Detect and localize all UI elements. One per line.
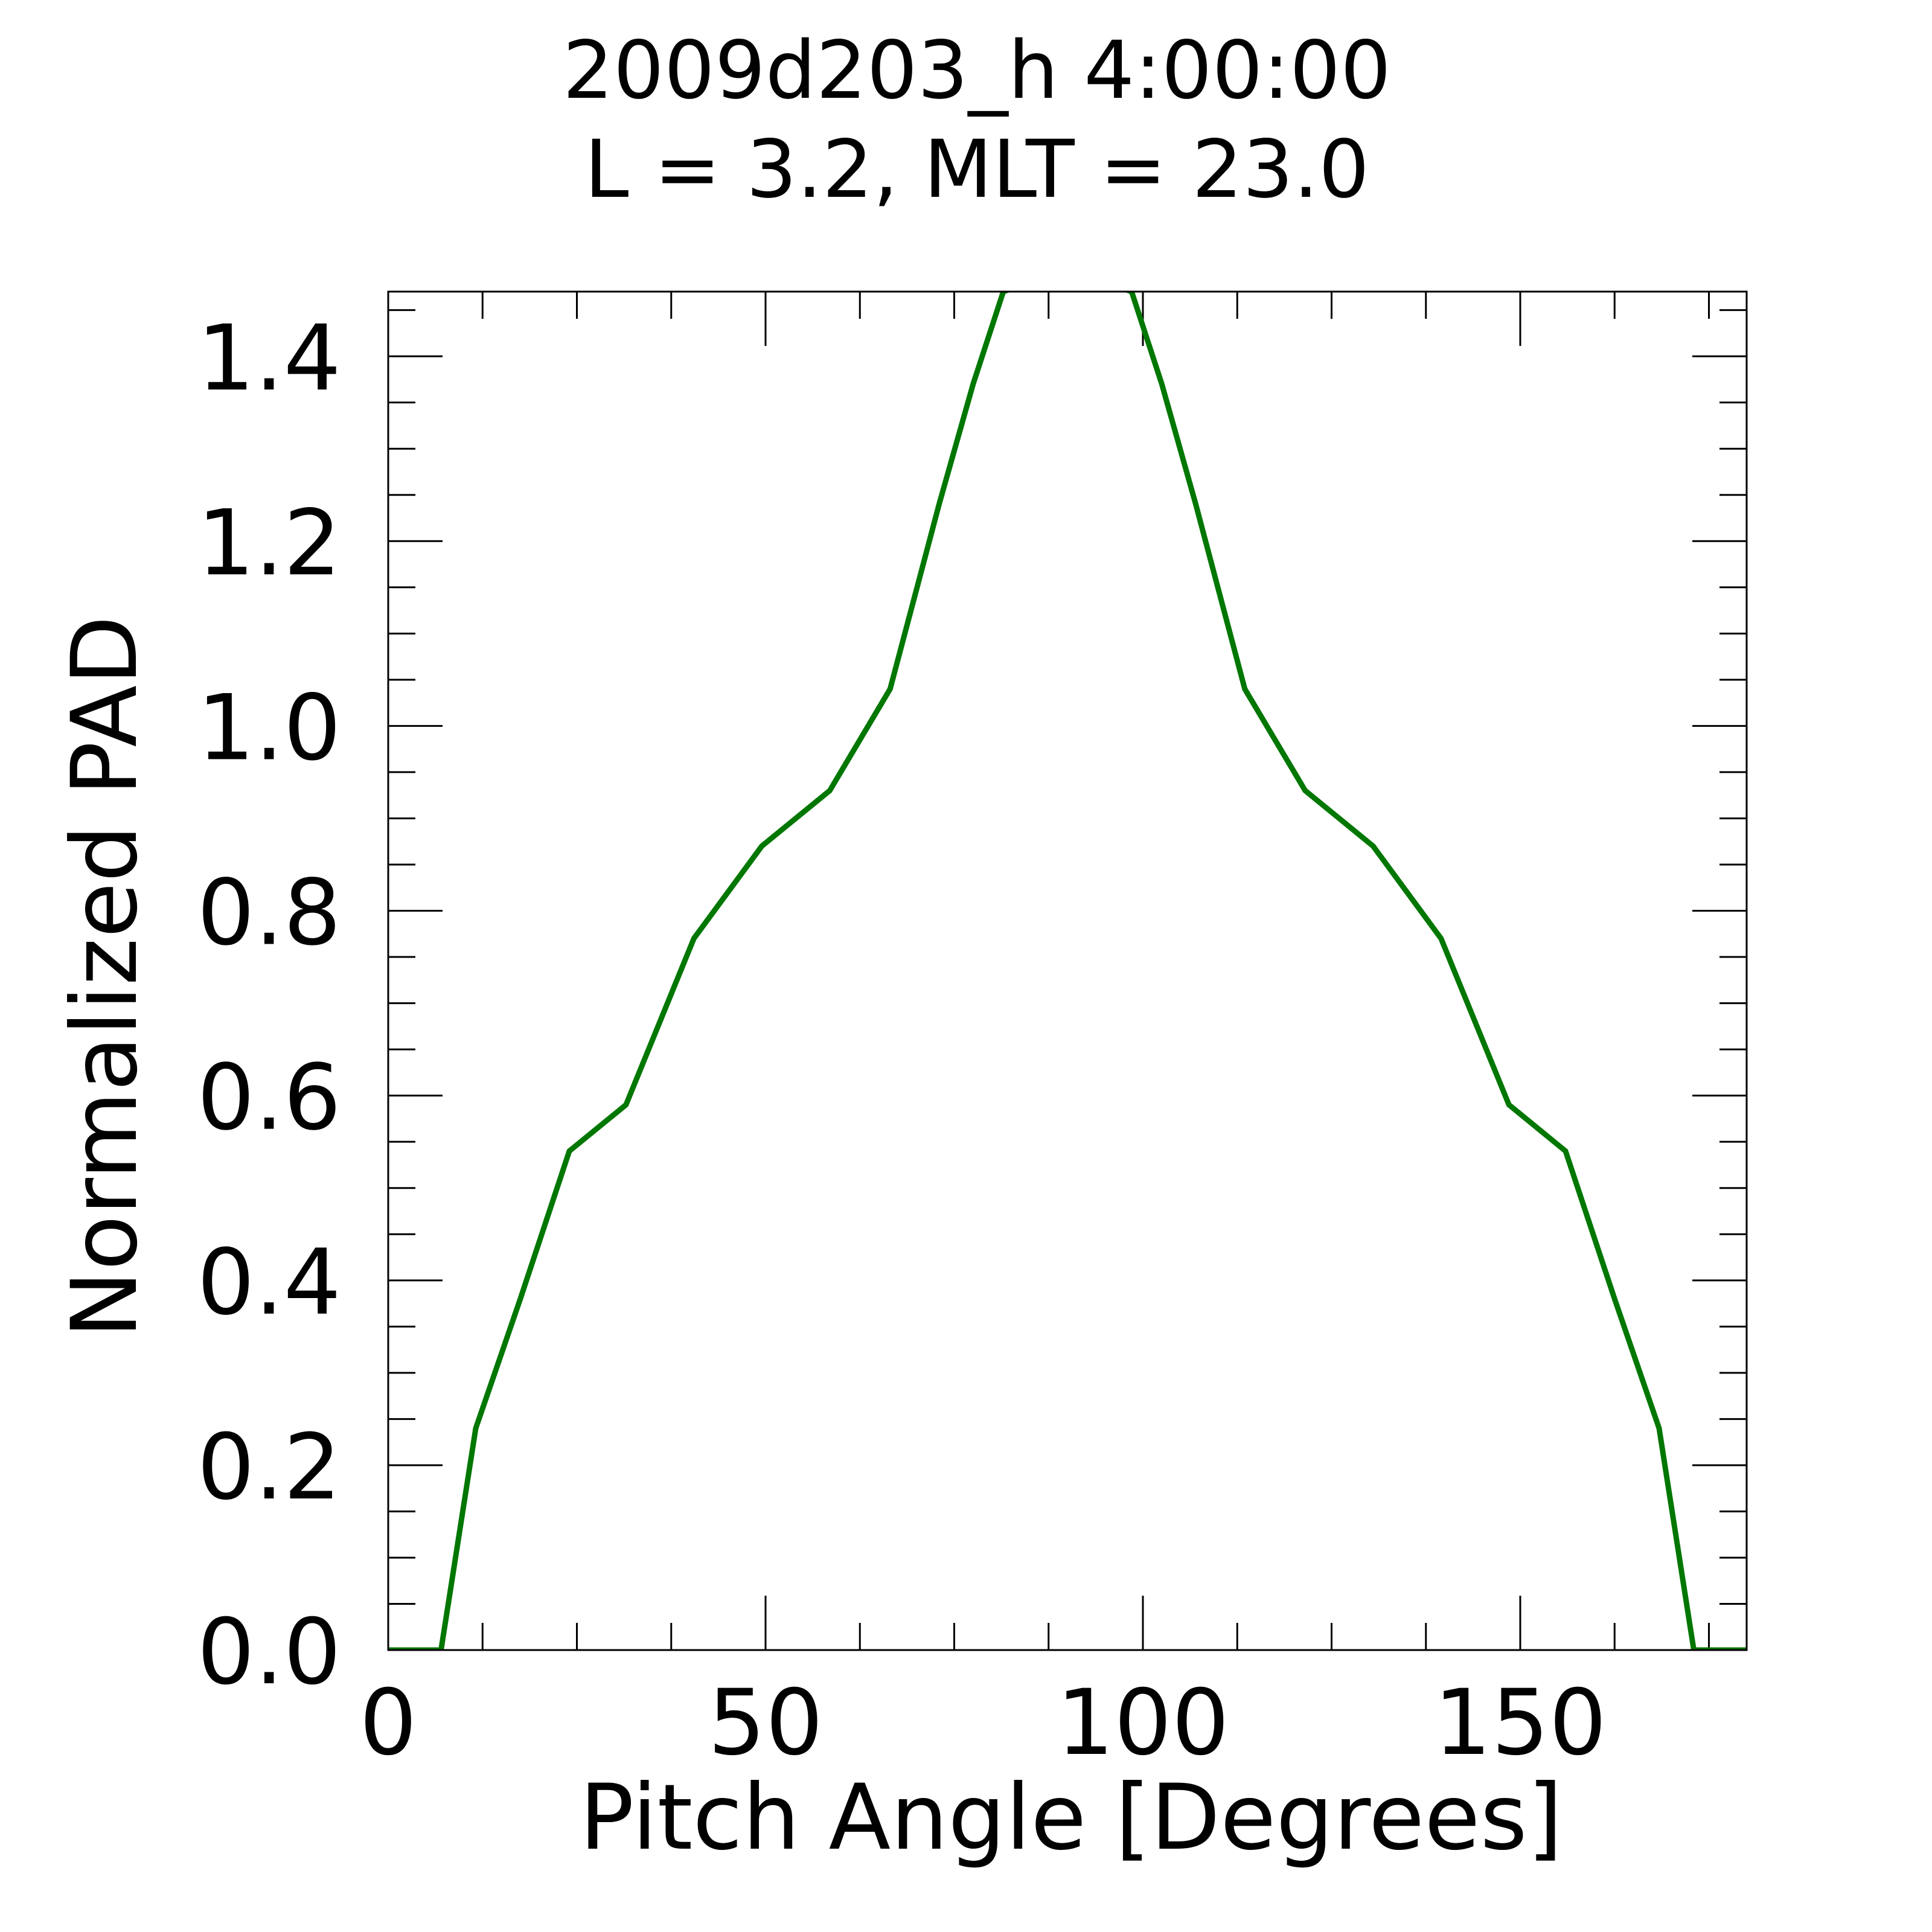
x-tick-label: 100 [1057,1671,1229,1776]
y-tick-label: 0.0 [197,1600,341,1705]
y-tick-label: 1.2 [197,491,341,596]
plot-area: 0 50 100 150 0.0 0.2 0.4 0.6 0.8 1.0 1.2 1.4 [197,290,1748,1776]
tick-marks [387,292,1747,1651]
tick-labels: 0 50 100 150 0.0 0.2 0.4 0.6 0.8 1.0 1.2 1.4 [197,306,1607,1776]
series-line-0 [388,292,1747,1650]
x-tick-label: 150 [1434,1671,1607,1776]
y-tick-label: 0.2 [197,1415,341,1520]
x-axis-label: Pitch Angle [Degrees] [580,1765,1563,1870]
y-tick-label: 1.4 [197,306,341,411]
y-tick-label: 1.0 [197,676,341,781]
y-axis-label: Normalized PAD [53,615,158,1338]
y-tick-label: 0.6 [197,1046,341,1151]
series-group [388,292,1747,1650]
y-tick-label: 0.8 [197,861,341,966]
plot-frame [387,290,1748,1651]
chart-subtitle: L = 3.2, MLT = 23.0 [584,123,1369,216]
chart-title: 2009d203_h 4:00:00 [563,24,1391,117]
y-tick-label: 0.4 [197,1230,341,1335]
x-tick-label: 0 [359,1671,417,1776]
x-tick-label: 50 [708,1671,824,1776]
